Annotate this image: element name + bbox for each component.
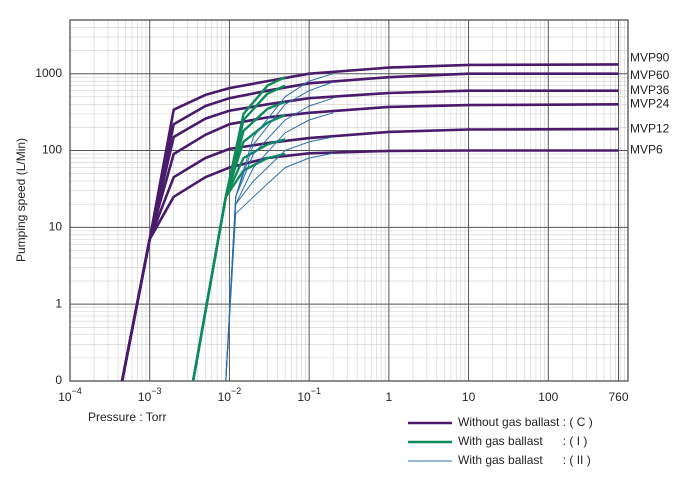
x-tick-label: 10−2 xyxy=(218,386,242,404)
curve xyxy=(120,63,619,382)
x-tick-label: 760 xyxy=(608,390,628,404)
x-tick-base: 10 xyxy=(138,390,152,404)
x-tick-label: 10−1 xyxy=(297,386,321,404)
legend-label: With gas ballast : ( II ) xyxy=(458,453,591,467)
x-tick-exponent: −2 xyxy=(231,386,241,396)
x-tick-exponent: −3 xyxy=(151,386,161,396)
curve-label: MVP6 xyxy=(630,143,663,157)
curve xyxy=(120,127,619,382)
legend-label: With gas ballast : ( I ) xyxy=(458,434,587,448)
y-tick-label: 1 xyxy=(55,296,62,310)
x-tick-label: 1 xyxy=(386,390,393,404)
x-tick-base: 10 xyxy=(58,390,72,404)
x-tick-label: 10−3 xyxy=(138,386,162,404)
x-tick-label: 10−4 xyxy=(58,386,82,404)
curve xyxy=(120,149,619,382)
x-tick-base: 10 xyxy=(297,390,311,404)
curve xyxy=(191,113,286,382)
curve-label: MVP90 xyxy=(630,51,670,65)
curve-label: MVP36 xyxy=(630,83,670,97)
curve-label: MVP60 xyxy=(630,68,670,82)
x-tick-exponent: −4 xyxy=(72,386,82,396)
x-tick-base: 10 xyxy=(218,390,232,404)
curve xyxy=(120,72,619,382)
x-axis-label: Pressure : Torr xyxy=(88,410,166,424)
plot-frame xyxy=(69,19,629,382)
curve xyxy=(225,152,334,382)
curve-label: MVP24 xyxy=(630,96,670,110)
x-tick-label: 100 xyxy=(538,390,558,404)
y-tick-label: 100 xyxy=(42,143,62,157)
x-tick-label: 10 xyxy=(462,390,476,404)
y-tick-label: 10 xyxy=(49,220,63,234)
curve-label: MVP12 xyxy=(630,121,670,135)
y-tick-label: 1000 xyxy=(35,66,62,80)
y-tick-label: 0 xyxy=(55,373,62,387)
x-tick-exponent: −1 xyxy=(311,386,321,396)
curve xyxy=(120,103,619,382)
legend-label: Without gas ballast : ( C ) xyxy=(458,415,593,429)
y-axis-label: Pumping speed (L/Min) xyxy=(14,138,28,262)
